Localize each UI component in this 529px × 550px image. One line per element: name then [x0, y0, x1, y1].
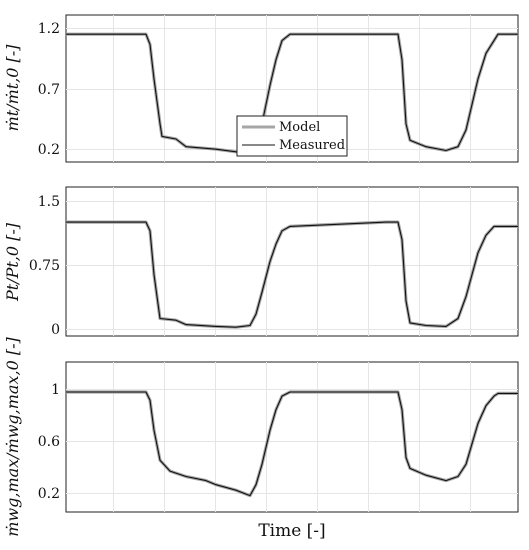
legend: Model Measured: [236, 115, 348, 157]
p2-ylabel: Pt/Pt,0 [-]: [3, 222, 22, 302]
legend-model-label: Model: [279, 120, 320, 135]
legend-box: [236, 115, 348, 157]
panel-3-series: [66, 390, 518, 498]
panel-1: 1.2 0.7 0.2 ṁt/ṁt,0 [-] Model Measured: [3, 14, 519, 163]
panel-3-series-measured: [66, 391, 518, 497]
panel-2: 1.5 0.75 0 Pt/Pt,0 [-]: [3, 186, 519, 338]
panel-2-series-measured: [66, 221, 518, 328]
panel-2-series: [66, 220, 518, 329]
p1-ytick-3: 0.2: [38, 142, 60, 158]
x-axis-label: Time [-]: [258, 521, 325, 541]
p1-ytick-2: 0.7: [38, 82, 60, 98]
p2-ytick-3: 0: [51, 322, 60, 338]
p1-ylabel: ṁt/ṁt,0 [-]: [3, 44, 22, 132]
p1-ytick-1: 1.2: [38, 21, 60, 37]
legend-measured-label: Measured: [279, 138, 345, 153]
panel-2-frame: [65, 186, 519, 337]
panel-2-grid: [66, 187, 518, 336]
p3-ytick-1: 1: [51, 382, 60, 398]
panel-1-yticks: 1.2 0.7 0.2: [38, 21, 60, 158]
panel-3-grid: [66, 362, 518, 512]
p3-ytick-3: 0.2: [38, 486, 60, 502]
p2-ytick-2: 0.75: [29, 258, 60, 274]
panel-1-series: [66, 32, 518, 156]
p2-ytick-1: 1.5: [38, 194, 60, 210]
p3-ytick-2: 0.6: [38, 434, 60, 450]
panel-1-series-measured: [66, 33, 518, 155]
panel-3: 1 0.6 0.2 ṁwg,max/ṁwg,max,0 [-] Time [-]: [3, 337, 519, 541]
panel-3-frame: [65, 361, 519, 513]
p3-ylabel: ṁwg,max/ṁwg,max,0 [-]: [3, 337, 22, 537]
